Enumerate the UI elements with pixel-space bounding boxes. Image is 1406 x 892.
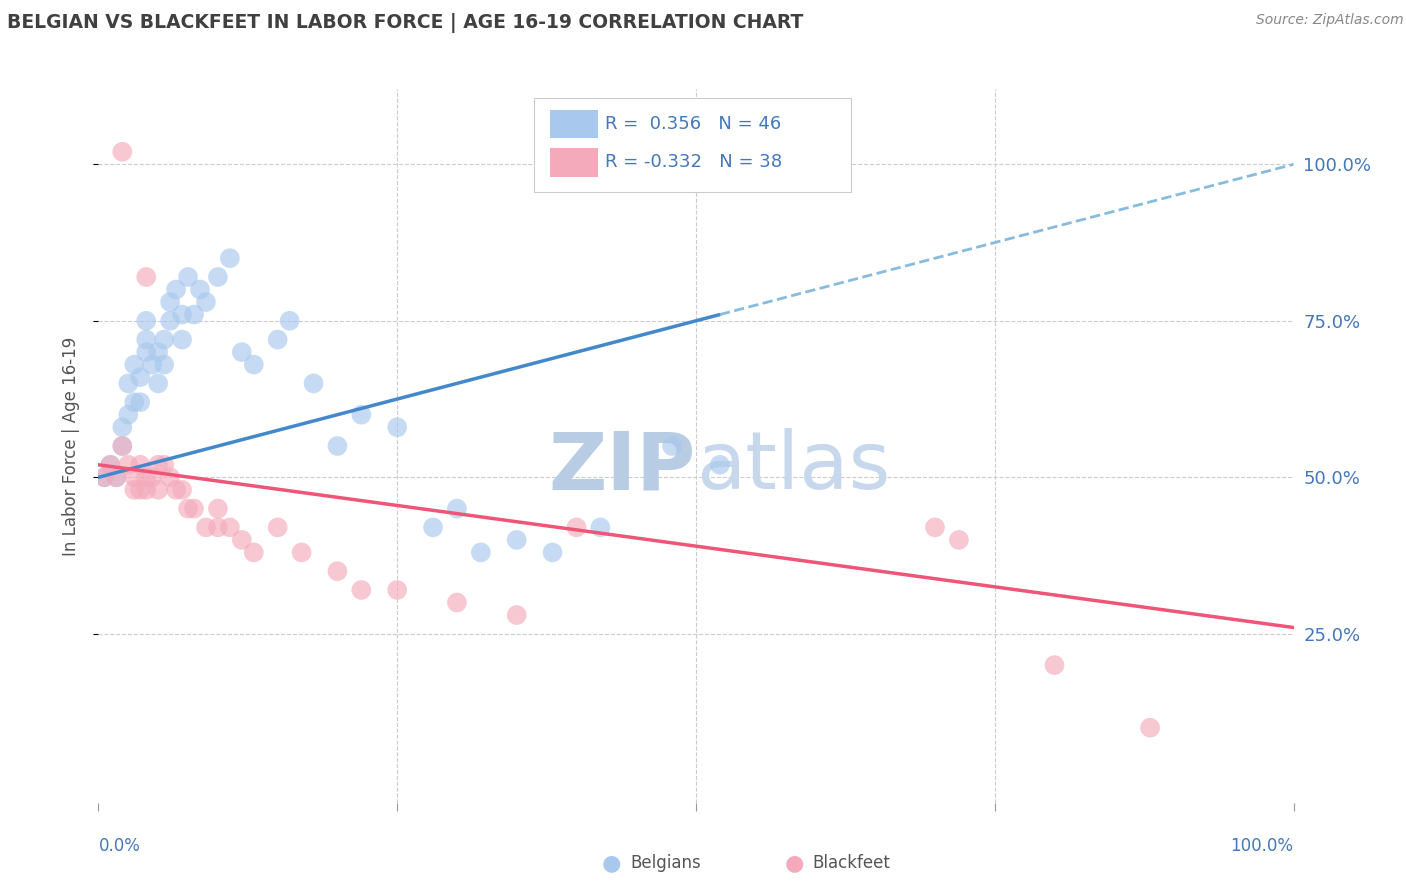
Point — [135, 470, 157, 484]
Point — [93, 470, 115, 484]
Point — [124, 483, 146, 497]
Point — [385, 582, 409, 597]
Point — [129, 395, 152, 409]
Point — [948, 533, 970, 547]
Point — [661, 439, 683, 453]
Point — [183, 308, 205, 322]
Text: atlas: atlas — [696, 428, 890, 507]
Point — [124, 395, 146, 409]
Point — [506, 607, 529, 622]
Point — [172, 483, 194, 497]
Text: ZIP: ZIP — [548, 428, 696, 507]
Point — [172, 308, 194, 322]
Point — [93, 470, 115, 484]
Text: BELGIAN VS BLACKFEET IN LABOR FORCE | AGE 16-19 CORRELATION CHART: BELGIAN VS BLACKFEET IN LABOR FORCE | AG… — [7, 13, 803, 33]
Text: 100.0%: 100.0% — [1230, 838, 1294, 855]
Point — [165, 483, 187, 497]
Point — [148, 345, 170, 359]
Point — [148, 483, 170, 497]
Point — [159, 314, 181, 328]
Point — [135, 333, 157, 347]
Point — [129, 483, 152, 497]
Point — [111, 145, 134, 159]
Point — [207, 501, 229, 516]
Point — [350, 582, 373, 597]
Point — [267, 520, 290, 534]
Point — [117, 408, 139, 422]
Text: Source: ZipAtlas.com: Source: ZipAtlas.com — [1256, 13, 1403, 28]
Point — [141, 470, 163, 484]
Point — [350, 408, 373, 422]
Point — [506, 533, 529, 547]
Point — [135, 270, 157, 285]
Text: Blackfeet: Blackfeet — [813, 855, 890, 872]
Point — [124, 358, 146, 372]
Point — [111, 420, 134, 434]
Point — [98, 458, 122, 472]
Point — [129, 370, 152, 384]
Point — [177, 501, 200, 516]
Point — [129, 458, 152, 472]
Point — [148, 376, 170, 391]
Point — [153, 333, 176, 347]
Point — [135, 483, 157, 497]
Point — [709, 458, 731, 472]
Point — [446, 501, 468, 516]
Point — [470, 545, 492, 559]
Point — [159, 470, 181, 484]
Point — [541, 545, 564, 559]
Point — [219, 251, 242, 265]
Point — [924, 520, 946, 534]
Text: 0.0%: 0.0% — [98, 838, 141, 855]
Point — [565, 520, 588, 534]
Point — [111, 439, 134, 453]
Point — [194, 295, 218, 310]
Point — [111, 439, 134, 453]
Point — [117, 458, 139, 472]
Point — [1043, 658, 1066, 673]
Point — [98, 458, 122, 472]
Point — [326, 564, 349, 578]
Point — [326, 439, 349, 453]
Point — [105, 470, 128, 484]
Point — [589, 520, 612, 534]
Point — [148, 458, 170, 472]
Point — [172, 333, 194, 347]
Point — [243, 358, 266, 372]
Point — [188, 283, 211, 297]
Point — [385, 420, 409, 434]
Point — [267, 333, 290, 347]
Point — [135, 314, 157, 328]
Point — [422, 520, 444, 534]
Point — [231, 533, 253, 547]
Point — [207, 270, 229, 285]
Point — [302, 376, 325, 391]
Point — [165, 283, 187, 297]
Point — [153, 458, 176, 472]
Point — [207, 520, 229, 534]
Point — [231, 345, 253, 359]
Text: R = -0.332   N = 38: R = -0.332 N = 38 — [605, 153, 782, 171]
Y-axis label: In Labor Force | Age 16-19: In Labor Force | Age 16-19 — [62, 336, 80, 556]
Text: ●: ● — [602, 854, 621, 873]
Point — [177, 270, 200, 285]
Point — [135, 345, 157, 359]
Point — [153, 358, 176, 372]
Point — [219, 520, 242, 534]
Point — [446, 595, 468, 609]
Point — [194, 520, 218, 534]
Text: R =  0.356   N = 46: R = 0.356 N = 46 — [605, 115, 780, 133]
Text: ●: ● — [785, 854, 804, 873]
Point — [105, 470, 128, 484]
Point — [243, 545, 266, 559]
Point — [117, 376, 139, 391]
Text: Belgians: Belgians — [630, 855, 700, 872]
Point — [291, 545, 314, 559]
Point — [159, 295, 181, 310]
Point — [278, 314, 301, 328]
Point — [124, 470, 146, 484]
Point — [141, 358, 163, 372]
Point — [183, 501, 205, 516]
Point — [1139, 721, 1161, 735]
